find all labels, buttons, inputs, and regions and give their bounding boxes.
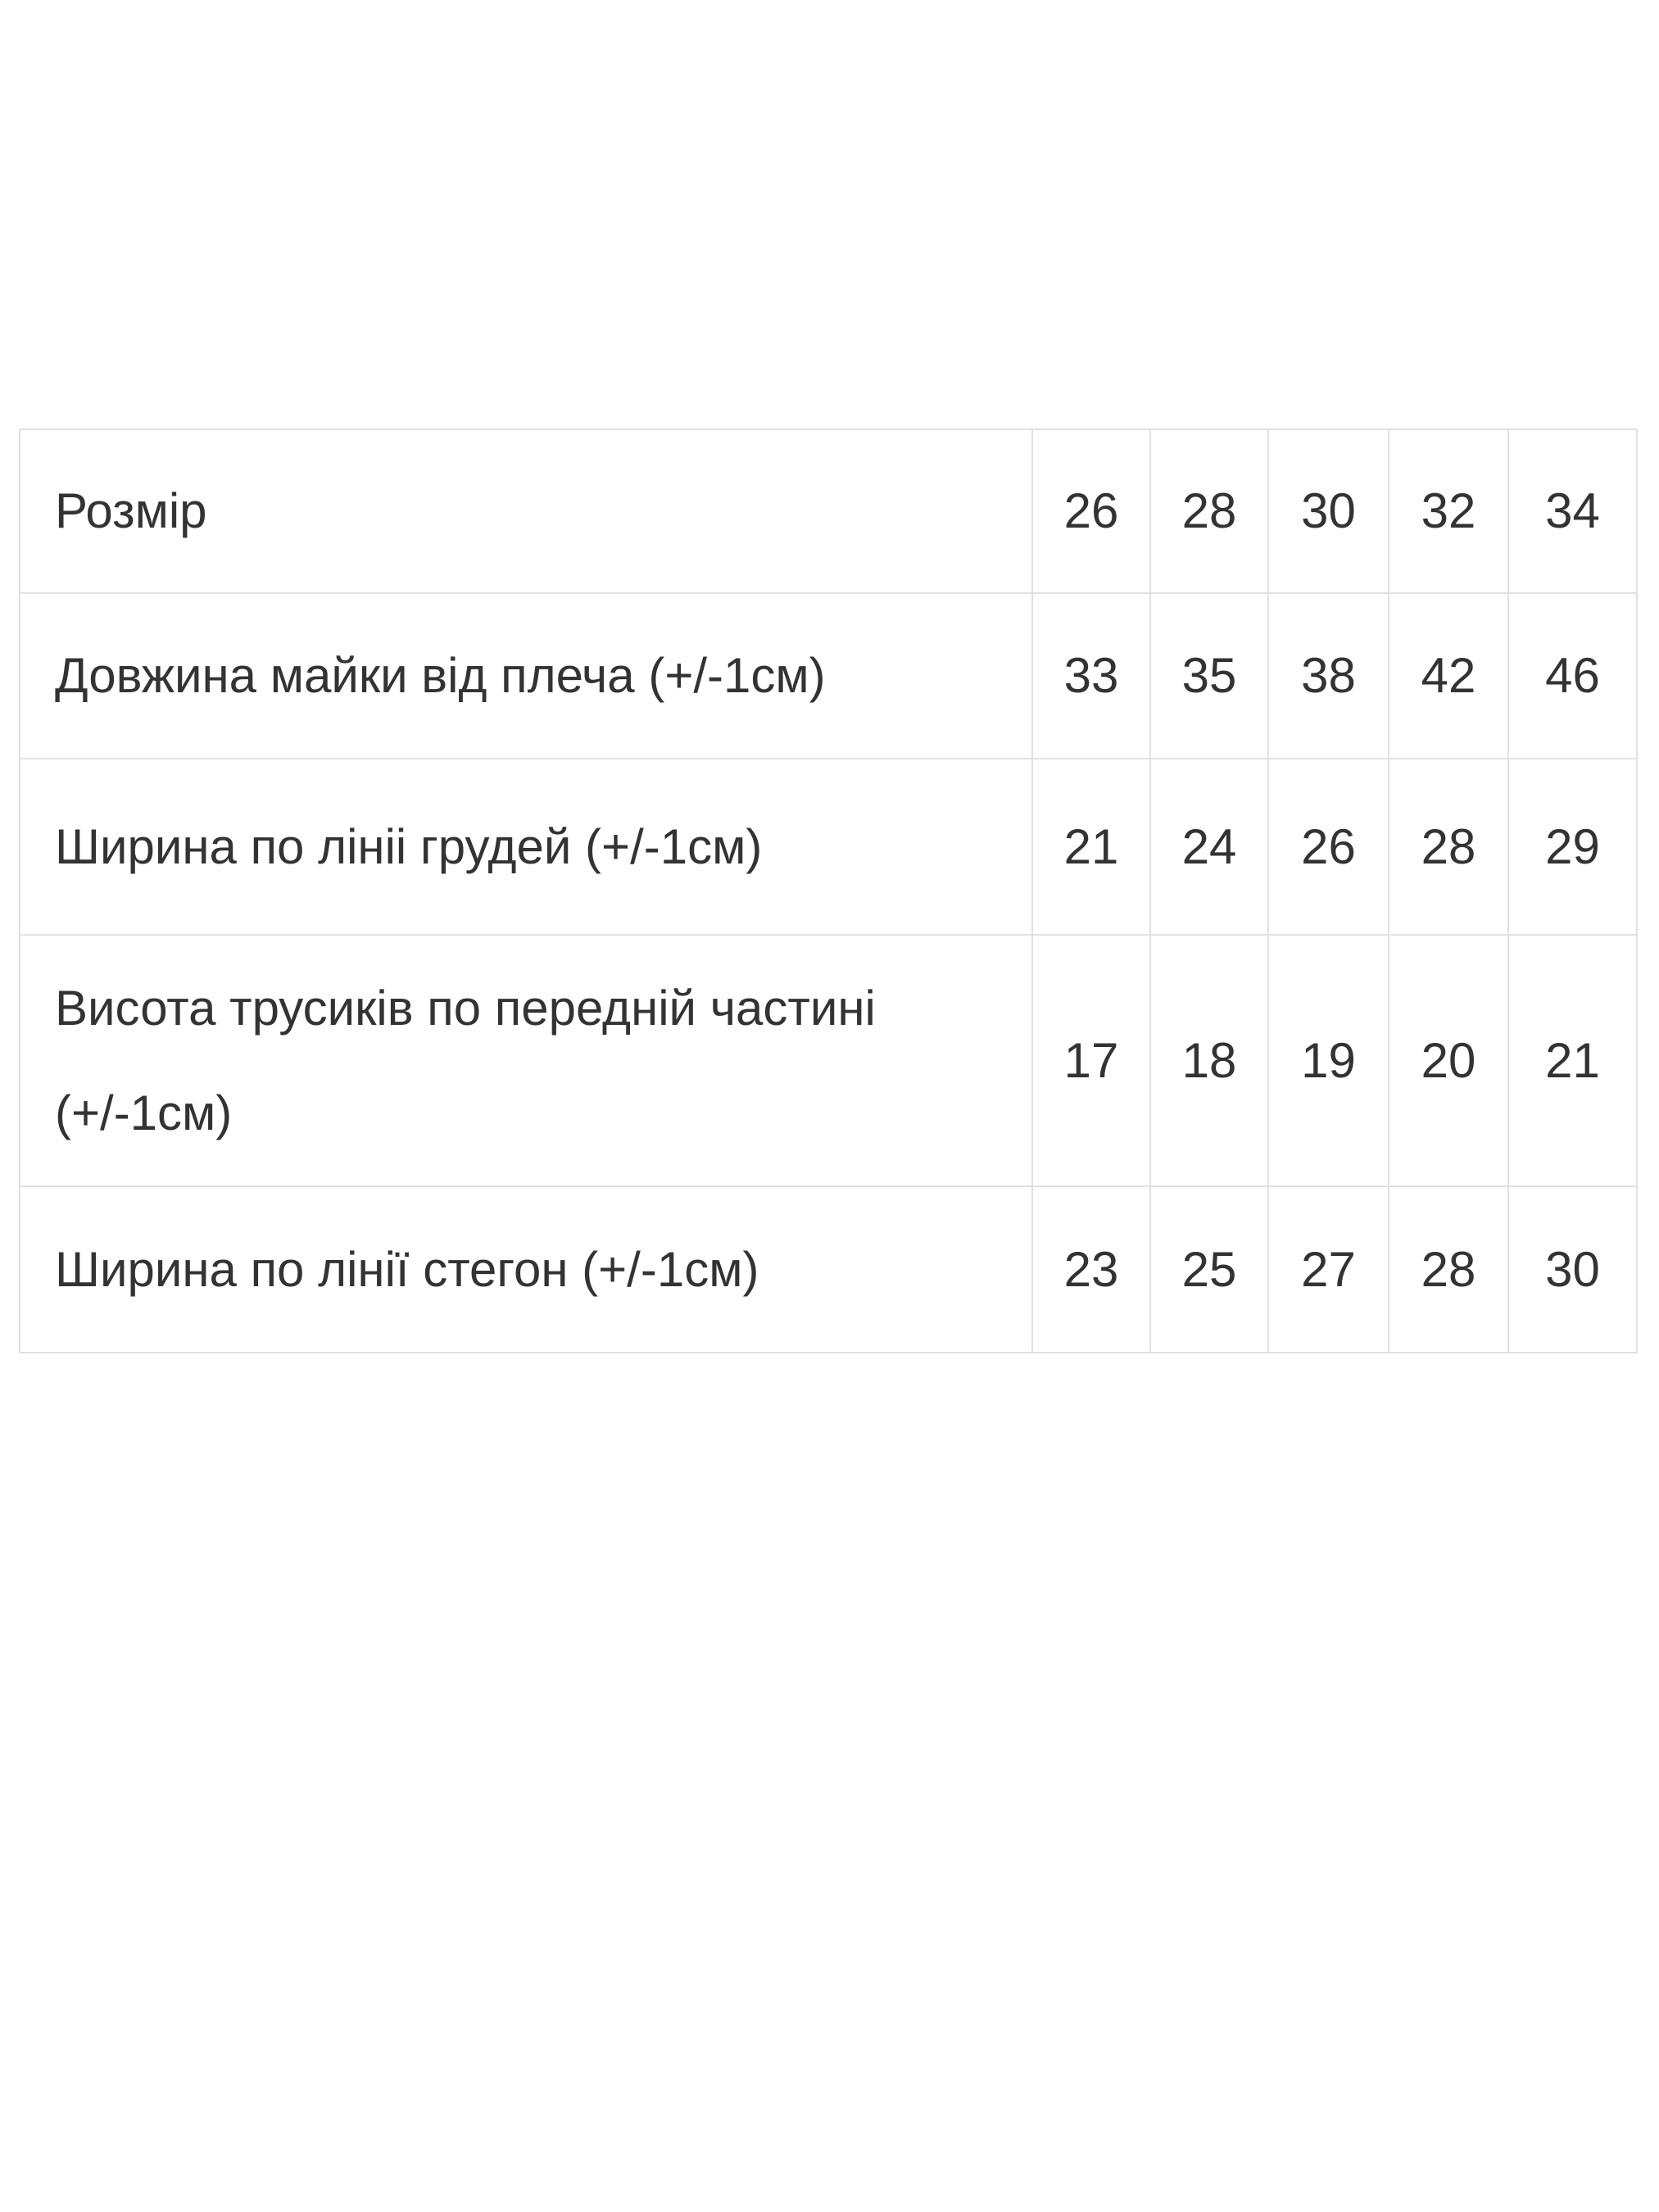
- cell-value: 32: [1388, 428, 1509, 594]
- cell-value: 21: [1507, 934, 1638, 1187]
- cell-value: 29: [1507, 758, 1638, 936]
- cell-value: 28: [1388, 1185, 1509, 1353]
- cell-value: 28: [1149, 428, 1269, 594]
- row-label: Розмір: [19, 428, 1033, 594]
- row-label: Ширина по лінії стегон (+/-1см): [19, 1185, 1033, 1353]
- cell-value: 19: [1267, 934, 1389, 1187]
- cell-value: 23: [1031, 1185, 1151, 1353]
- cell-value: 20: [1388, 934, 1509, 1187]
- row-label: Довжина майки від плеча (+/-1см): [19, 592, 1033, 759]
- cell-value: 26: [1031, 428, 1151, 594]
- cell-value: 18: [1149, 934, 1269, 1187]
- cell-value: 30: [1267, 428, 1389, 594]
- cell-value: 28: [1388, 758, 1509, 936]
- cell-value: 30: [1507, 1185, 1638, 1353]
- table-row-top-length: Довжина майки від плеча (+/-1см) 33 35 3…: [19, 592, 1638, 759]
- table-row-size: Розмір 26 28 30 32 34: [19, 428, 1638, 594]
- cell-value: 21: [1031, 758, 1151, 936]
- cell-value: 33: [1031, 592, 1151, 759]
- cell-value: 27: [1267, 1185, 1389, 1353]
- cell-value: 42: [1388, 592, 1509, 759]
- cell-value: 26: [1267, 758, 1389, 936]
- table-row-hip-width: Ширина по лінії стегон (+/-1см) 23 25 27…: [19, 1185, 1638, 1353]
- cell-value: 35: [1149, 592, 1269, 759]
- table-row-chest-width: Ширина по лініі грудей (+/-1см) 21 24 26…: [19, 758, 1638, 936]
- cell-value: 24: [1149, 758, 1269, 936]
- row-label: Висота трусиків по передній частині (+/-…: [19, 934, 1033, 1187]
- cell-value: 38: [1267, 592, 1389, 759]
- cell-value: 34: [1507, 428, 1638, 594]
- size-table: Розмір 26 28 30 32 34 Довжина майки від …: [19, 428, 1638, 1353]
- row-label: Ширина по лініі грудей (+/-1см): [19, 758, 1033, 936]
- cell-value: 46: [1507, 592, 1638, 759]
- table-row-front-height: Висота трусиків по передній частині (+/-…: [19, 934, 1638, 1187]
- cell-value: 17: [1031, 934, 1151, 1187]
- cell-value: 25: [1149, 1185, 1269, 1353]
